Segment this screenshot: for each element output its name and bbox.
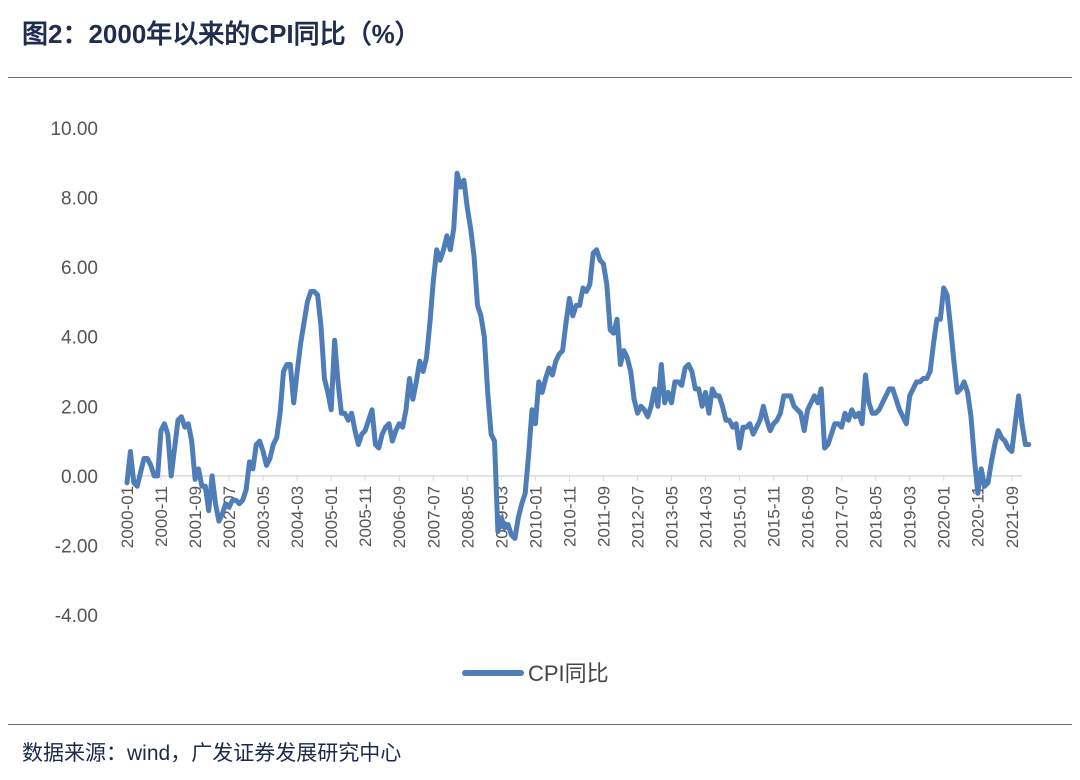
x-tick-label: 2000-01 (118, 486, 137, 548)
x-tick-label: 2005-11 (356, 486, 375, 547)
x-tick-label: 2001-09 (186, 486, 205, 548)
x-tick-label: 2004-03 (288, 486, 307, 548)
x-tick-label: 2000-11 (152, 486, 171, 547)
series-layer (124, 170, 1032, 541)
legend-label-cpi: CPI同比 (528, 661, 609, 686)
x-tick-label: 2018-05 (867, 486, 886, 548)
x-tick-label: 2013-05 (662, 486, 681, 548)
x-tick-label: 2012-07 (628, 486, 647, 548)
legend: CPI同比 (462, 661, 609, 686)
x-tick-label: 2007-07 (424, 486, 443, 548)
x-tick-label: 2010-01 (526, 486, 545, 548)
y-tick-label: -4.00 (55, 606, 98, 627)
top-divider (8, 77, 1072, 78)
chart-title: 图2：2000年以来的CPI同比（%） (22, 19, 421, 49)
y-tick-label: 4.00 (61, 328, 98, 349)
x-tick-label: 2021-09 (1003, 486, 1022, 548)
y-tick-label: 8.00 (61, 189, 98, 210)
x-tick-label: 2010-11 (560, 486, 579, 547)
x-tick-label: 2014-03 (697, 486, 716, 548)
data-source-note: 数据来源：wind，广发证券发展研究中心 (22, 742, 402, 765)
x-tick-label: 2015-11 (765, 486, 784, 547)
x-tick-label: 2008-05 (458, 486, 477, 548)
x-tick-label: 2015-01 (731, 486, 750, 548)
series-line-cpi (124, 170, 1032, 541)
x-tick-label: 2011-09 (594, 486, 613, 547)
x-tick-label: 2006-09 (390, 486, 409, 548)
bottom-divider (8, 724, 1072, 725)
x-tick-label: 2019-03 (901, 486, 920, 548)
x-tick-label: 2016-09 (799, 486, 818, 548)
x-tick-label: 2017-07 (833, 486, 852, 548)
x-tick-label: 2020-11 (969, 486, 988, 547)
x-tick-label: 2020-01 (935, 486, 954, 548)
x-tick-label: 2005-01 (322, 486, 341, 548)
y-tick-label: 2.00 (61, 397, 98, 418)
x-axis: 2000-01 2000-11 2001-09 2002-07 2003-05 2004-… (118, 475, 1022, 548)
x-tick-label: 2003-05 (254, 486, 273, 548)
y-tick-label: 10.00 (50, 119, 98, 140)
y-axis: 10.00 8.00 6.00 4.00 2.00 0.00 -2.00 -4.00 (50, 119, 1022, 627)
y-tick-label: -2.00 (55, 536, 98, 557)
cpi-line-chart: 10.00 8.00 6.00 4.00 2.00 0.00 -2.00 -4.00 2000… (50, 119, 1032, 686)
y-tick-label: 0.00 (61, 467, 98, 488)
y-tick-label: 6.00 (61, 258, 98, 279)
